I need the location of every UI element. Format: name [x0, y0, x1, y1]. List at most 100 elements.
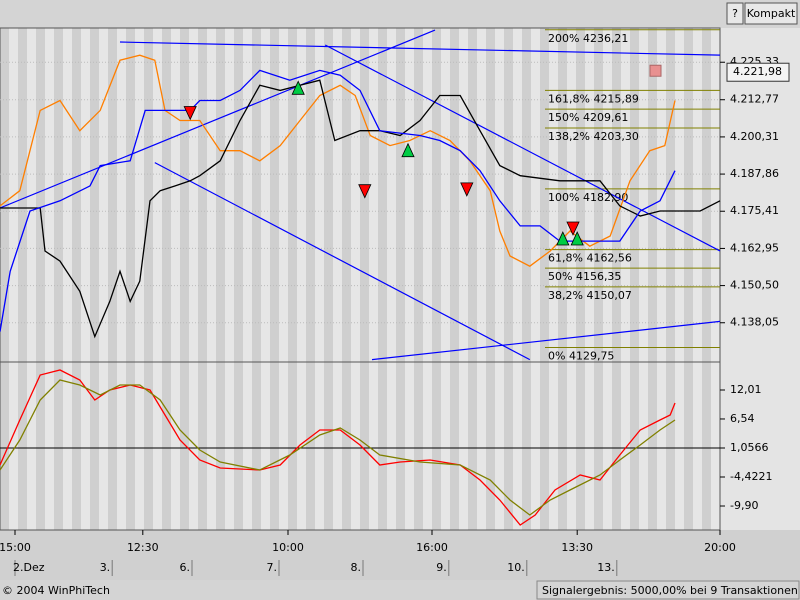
- date-label: 9.: [436, 561, 447, 574]
- stripe: [702, 28, 711, 362]
- stripe: [270, 362, 279, 530]
- stripe: [216, 28, 225, 362]
- stripe: [108, 362, 117, 530]
- stripe: [540, 28, 549, 362]
- y-tick-label: 4.162,95: [730, 241, 779, 254]
- trendline: [324, 44, 721, 252]
- stripe: [432, 362, 441, 530]
- compact-button-frame[interactable]: [744, 2, 798, 25]
- fib-label: 50% 4156,35: [548, 270, 621, 283]
- date-label: 8.: [351, 561, 362, 574]
- stripe: [486, 28, 495, 362]
- x-tick-label: 13:30: [561, 541, 593, 554]
- compact-button[interactable]: Kompakt: [747, 7, 796, 20]
- stripe: [558, 362, 567, 530]
- date-label: 2.Dez: [13, 561, 45, 574]
- stripe: [36, 28, 45, 362]
- stripe: [612, 28, 621, 362]
- pink-marker: [649, 64, 662, 77]
- stripe: [594, 362, 603, 530]
- buy-marker: [570, 231, 584, 246]
- y-tick-label: 12,01: [730, 383, 762, 396]
- y-tick-label: -4,4221: [730, 470, 772, 483]
- stripe: [270, 28, 279, 362]
- stripe: [702, 362, 711, 530]
- date-label: 7.: [267, 561, 278, 574]
- stripe: [576, 362, 585, 530]
- series-line: [0, 54, 676, 267]
- stripe: [666, 28, 675, 362]
- x-tick-label: 10:00: [272, 541, 304, 554]
- sell-marker: [183, 106, 197, 121]
- stripe: [342, 28, 351, 362]
- stripe: [162, 362, 171, 530]
- y-tick-label: 4.175,41: [730, 204, 779, 217]
- stripe: [162, 28, 171, 362]
- y-tick-label: 4.150,50: [730, 279, 779, 292]
- buy-marker: [401, 142, 415, 158]
- stripe: [378, 28, 387, 362]
- trendline: [119, 41, 721, 56]
- stripe: [522, 362, 531, 530]
- stripe: [648, 28, 657, 362]
- y-tick-label: 6,54: [730, 412, 755, 425]
- trendline: [371, 320, 721, 361]
- stripe: [54, 362, 63, 530]
- status-bar: [0, 580, 800, 600]
- stripe: [342, 362, 351, 530]
- stripe: [648, 362, 657, 530]
- y-tick-label: 4.200,31: [730, 130, 779, 143]
- stripe: [126, 362, 135, 530]
- stripe: [72, 28, 81, 362]
- fib-label: 138,2% 4203,30: [548, 130, 639, 143]
- stripe: [450, 28, 459, 362]
- stripe: [684, 28, 693, 362]
- buy-marker: [291, 80, 305, 95]
- trendline: [0, 29, 436, 209]
- stripe: [18, 28, 27, 362]
- help-button[interactable]: ?: [732, 7, 738, 20]
- series-line: [0, 79, 721, 339]
- buy-marker: [556, 231, 570, 246]
- last-price-box: [726, 62, 790, 82]
- fib-label: 100% 4182,90: [548, 191, 628, 204]
- y-tick-label: 4.212,77: [730, 93, 779, 106]
- stripe: [504, 28, 513, 362]
- last-price-label: 4.221,98: [733, 65, 782, 78]
- x-tick-label: 16:00: [416, 541, 448, 554]
- y-tick-label: 4.187,86: [730, 167, 779, 180]
- stripe: [108, 28, 117, 362]
- x-tick-label: 12:30: [127, 541, 159, 554]
- stripe: [216, 362, 225, 530]
- stripe: [180, 362, 189, 530]
- y-tick-label: -9,90: [730, 499, 758, 512]
- y-tick-label: 4.138,05: [730, 316, 779, 329]
- stripe: [576, 28, 585, 362]
- toolbar: [0, 0, 800, 28]
- stripe: [36, 362, 45, 530]
- stripe: [288, 362, 297, 530]
- stripe: [630, 362, 639, 530]
- stripe: [396, 28, 405, 362]
- stripe: [144, 362, 153, 530]
- stripe: [126, 28, 135, 362]
- fib-label: 0% 4129,75: [548, 350, 614, 363]
- fib-label: 38,2% 4150,07: [548, 289, 632, 302]
- stripe: [522, 28, 531, 362]
- stripe: [324, 362, 333, 530]
- fib-label: 150% 4209,61: [548, 111, 628, 124]
- stripe: [558, 28, 567, 362]
- date-label: 10.: [507, 561, 525, 574]
- help-button-frame[interactable]: [726, 2, 744, 25]
- stripe: [396, 362, 405, 530]
- stripe: [18, 362, 27, 530]
- stripe: [0, 28, 9, 362]
- y-tick-label: 1,0566: [730, 441, 769, 454]
- fib-label: 61,8% 4162,56: [548, 252, 632, 265]
- axis-area: [720, 28, 800, 530]
- stripe: [594, 28, 603, 362]
- stripe: [54, 28, 63, 362]
- stripe: [468, 362, 477, 530]
- stripe: [252, 362, 261, 530]
